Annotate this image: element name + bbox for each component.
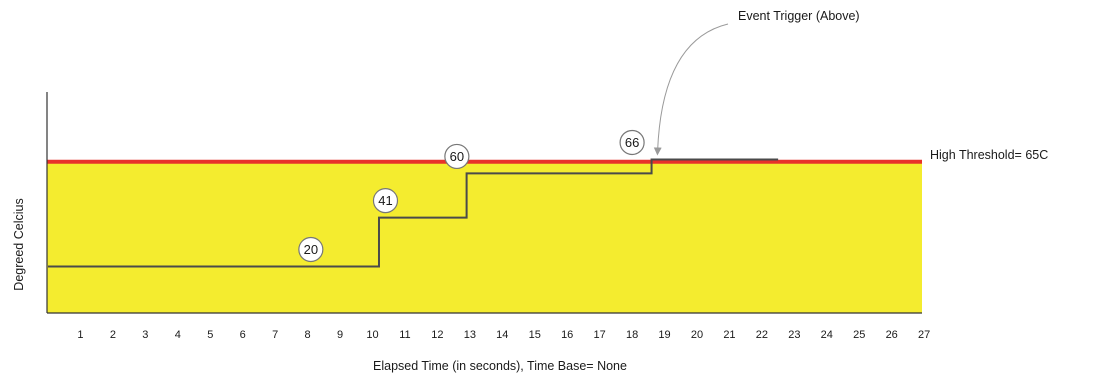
value-bubble-circle — [298, 236, 324, 263]
x-tick-label: 24 — [821, 329, 833, 341]
value-bubble-text: 20 — [304, 242, 318, 257]
x-tick-label: 14 — [496, 329, 508, 341]
x-tick-label: 12 — [431, 329, 443, 341]
y-axis-title: Degreed Celcius — [12, 198, 26, 290]
value-bubble: 60 — [444, 143, 470, 170]
x-tick-label: 8 — [305, 329, 311, 341]
event-trigger-label: Event Trigger (Above) — [738, 9, 860, 23]
value-bubble: 20 — [298, 236, 324, 263]
value-labels: 20 41 60 66 — [298, 129, 645, 263]
temperature-step-line — [48, 158, 779, 268]
x-tick-label: 4 — [175, 329, 181, 341]
value-bubble-circle — [372, 188, 399, 214]
x-tick-label: 16 — [561, 329, 573, 341]
x-tick-label: 18 — [626, 329, 638, 341]
x-tick-label: 17 — [594, 329, 606, 341]
high-threshold-label: High Threshold= 65C — [930, 148, 1048, 162]
x-tick-label: 6 — [240, 329, 246, 341]
below-threshold-region — [47, 161, 922, 313]
x-tick-label: 22 — [756, 329, 768, 341]
x-tick-label: 27 — [918, 329, 930, 341]
x-tick-label: 7 — [272, 329, 278, 341]
x-tick-label: 10 — [366, 329, 378, 341]
x-tick-label: 21 — [723, 329, 735, 341]
x-tick-label: 13 — [464, 329, 476, 341]
x-tick-label: 3 — [142, 329, 148, 341]
x-tick-label: 1 — [77, 329, 83, 341]
x-tick-label: 19 — [658, 329, 670, 341]
value-bubble-text: 41 — [378, 193, 392, 208]
value-bubble-text: 66 — [625, 135, 639, 150]
value-bubble-circle — [444, 143, 470, 170]
value-bubble: 41 — [372, 188, 399, 214]
x-tick-label: 26 — [886, 329, 898, 341]
x-axis-title: Elapsed Time (in seconds), Time Base= No… — [373, 359, 627, 373]
x-tick-label: 15 — [529, 329, 541, 341]
event-trigger-arrow — [653, 23, 729, 156]
x-tick-label: 5 — [207, 329, 213, 341]
x-axis-ticks: 1 2 3 4 5 6 7 8 9 10 11 12 13 14 15 16 17 18 19 20 21 22 23 24 2… — [77, 329, 930, 341]
value-bubble: 66 — [619, 129, 645, 156]
value-bubble-text: 60 — [450, 149, 464, 164]
x-tick-label: 20 — [691, 329, 703, 341]
x-tick-label: 11 — [399, 329, 410, 341]
x-tick-label: 25 — [853, 329, 865, 341]
x-tick-label: 23 — [788, 329, 800, 341]
x-tick-label: 9 — [337, 329, 343, 341]
x-tick-label: 2 — [110, 329, 116, 341]
value-bubble-circle — [619, 129, 645, 156]
